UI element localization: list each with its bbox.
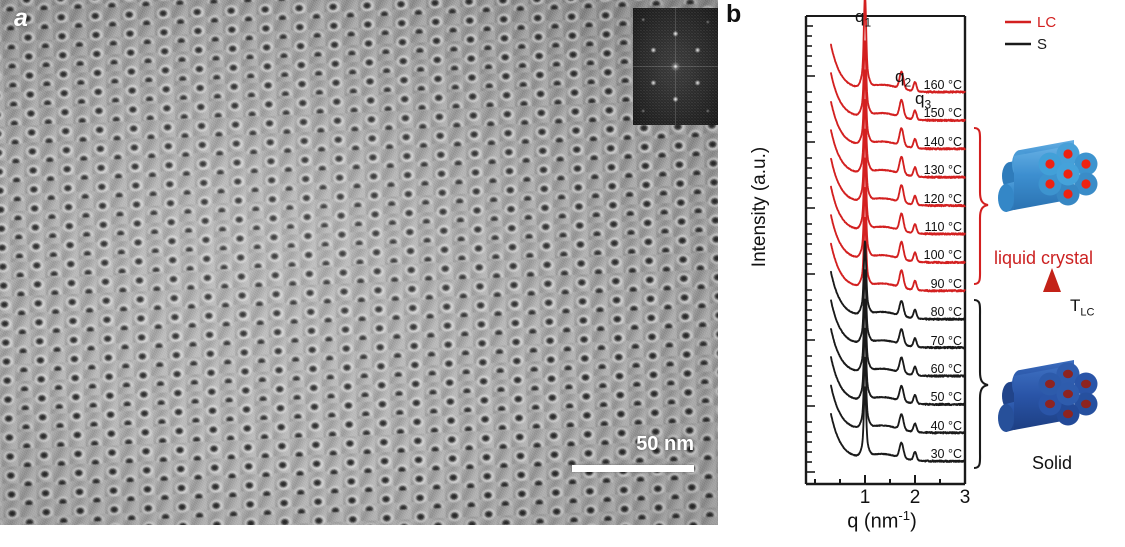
lc-bundle-face: [1038, 142, 1098, 206]
solid-annotation: Solid: [1032, 453, 1073, 473]
peak-label-q1: q1: [855, 8, 871, 28]
saxs-plot-svg: [804, 0, 1098, 486]
curve-30C: [830, 386, 966, 463]
temp-label-100C: 100 °C: [923, 248, 962, 263]
legend-label-s: S: [1037, 36, 1048, 53]
y-axis-label: Intensity (a.u.): [749, 146, 770, 268]
temp-label-40C: 40 °C: [930, 418, 962, 433]
temp-label-50C: 50 °C: [930, 390, 962, 405]
x-axis-ticks: [814, 475, 966, 484]
x-axis-label-sup: -1: [898, 508, 911, 523]
liquid-crystal-annotation: liquid crystal: [994, 248, 1094, 268]
peak-q2-sub: 2: [904, 75, 912, 90]
temp-label-130C: 130 °C: [923, 163, 962, 178]
x-axis-label: q (nm-1): [752, 508, 1012, 534]
peak-label-q2: q2: [895, 68, 911, 88]
scattering-curves: [830, 0, 966, 463]
xtick-label-2: 2: [909, 487, 921, 508]
peak-q2-text: q: [895, 67, 905, 86]
y-axis-ticks: [806, 25, 815, 473]
temp-label-90C: 90 °C: [930, 276, 962, 291]
peak-q1-text: q: [855, 7, 865, 26]
tlc-base: T: [1070, 296, 1081, 315]
temp-label-110C: 110 °C: [924, 220, 962, 234]
panel-b-label: b: [726, 0, 742, 28]
temp-label-160C: 160 °C: [923, 78, 962, 92]
curve-80C: [830, 240, 966, 321]
fft-inset: [633, 8, 718, 125]
solid-brace: [973, 298, 989, 470]
curve-130C: [830, 98, 966, 179]
temp-label-30C: 30 °C: [930, 447, 962, 462]
x-axis-label-tail: ): [910, 510, 917, 533]
curve-140C: [830, 69, 966, 151]
temp-label-60C: 60 °C: [930, 362, 962, 376]
peak-q3-sub: 3: [924, 97, 932, 112]
transition-arrow: [1043, 268, 1061, 342]
xtick-label-3: 3: [959, 487, 971, 508]
scale-bar: 50 nm: [536, 434, 696, 486]
xtick-label-1: 1: [859, 487, 871, 508]
scale-bar-line: [572, 465, 694, 472]
legend-label-lc: LC: [1037, 14, 1057, 31]
curve-60C: [830, 298, 966, 378]
temp-label-80C: 80 °C: [930, 305, 962, 320]
transition-temperature-annotation: TLC: [1070, 296, 1094, 318]
curve-160C: [830, 0, 966, 94]
solid-bundle-face: [1038, 362, 1098, 426]
tlc-sub: LC: [1080, 306, 1095, 319]
scale-bar-label: 50 nm: [636, 433, 694, 455]
curve-120C: [830, 128, 966, 208]
lc-cylinder-bundle: [998, 140, 1098, 212]
temp-label-150C: 150 °C: [923, 106, 962, 121]
x-axis-label-base: q (nm: [847, 510, 899, 533]
temp-label-140C: 140 °C: [923, 134, 962, 149]
curve-110C: [830, 157, 966, 236]
tem-micrograph-panel: a 50 nm: [0, 0, 718, 525]
legend-lines: [1005, 20, 1031, 46]
curve-50C: [830, 327, 966, 407]
saxs-plot-panel: b: [722, 0, 1125, 547]
peak-q3-text: q: [915, 89, 925, 108]
temp-label-120C: 120 °C: [923, 191, 962, 206]
curve-70C: [830, 269, 966, 350]
curve-150C: [830, 40, 966, 123]
curve-40C: [830, 356, 966, 435]
panel-a-label: a: [14, 4, 28, 32]
lc-brace: [973, 126, 989, 286]
temp-label-70C: 70 °C: [930, 333, 962, 348]
curve-90C: [830, 216, 966, 293]
solid-cylinder-bundle: [998, 360, 1098, 432]
curve-100C: [830, 186, 966, 265]
peak-label-q3: q3: [915, 90, 931, 110]
peak-q1-sub: 1: [864, 15, 872, 30]
